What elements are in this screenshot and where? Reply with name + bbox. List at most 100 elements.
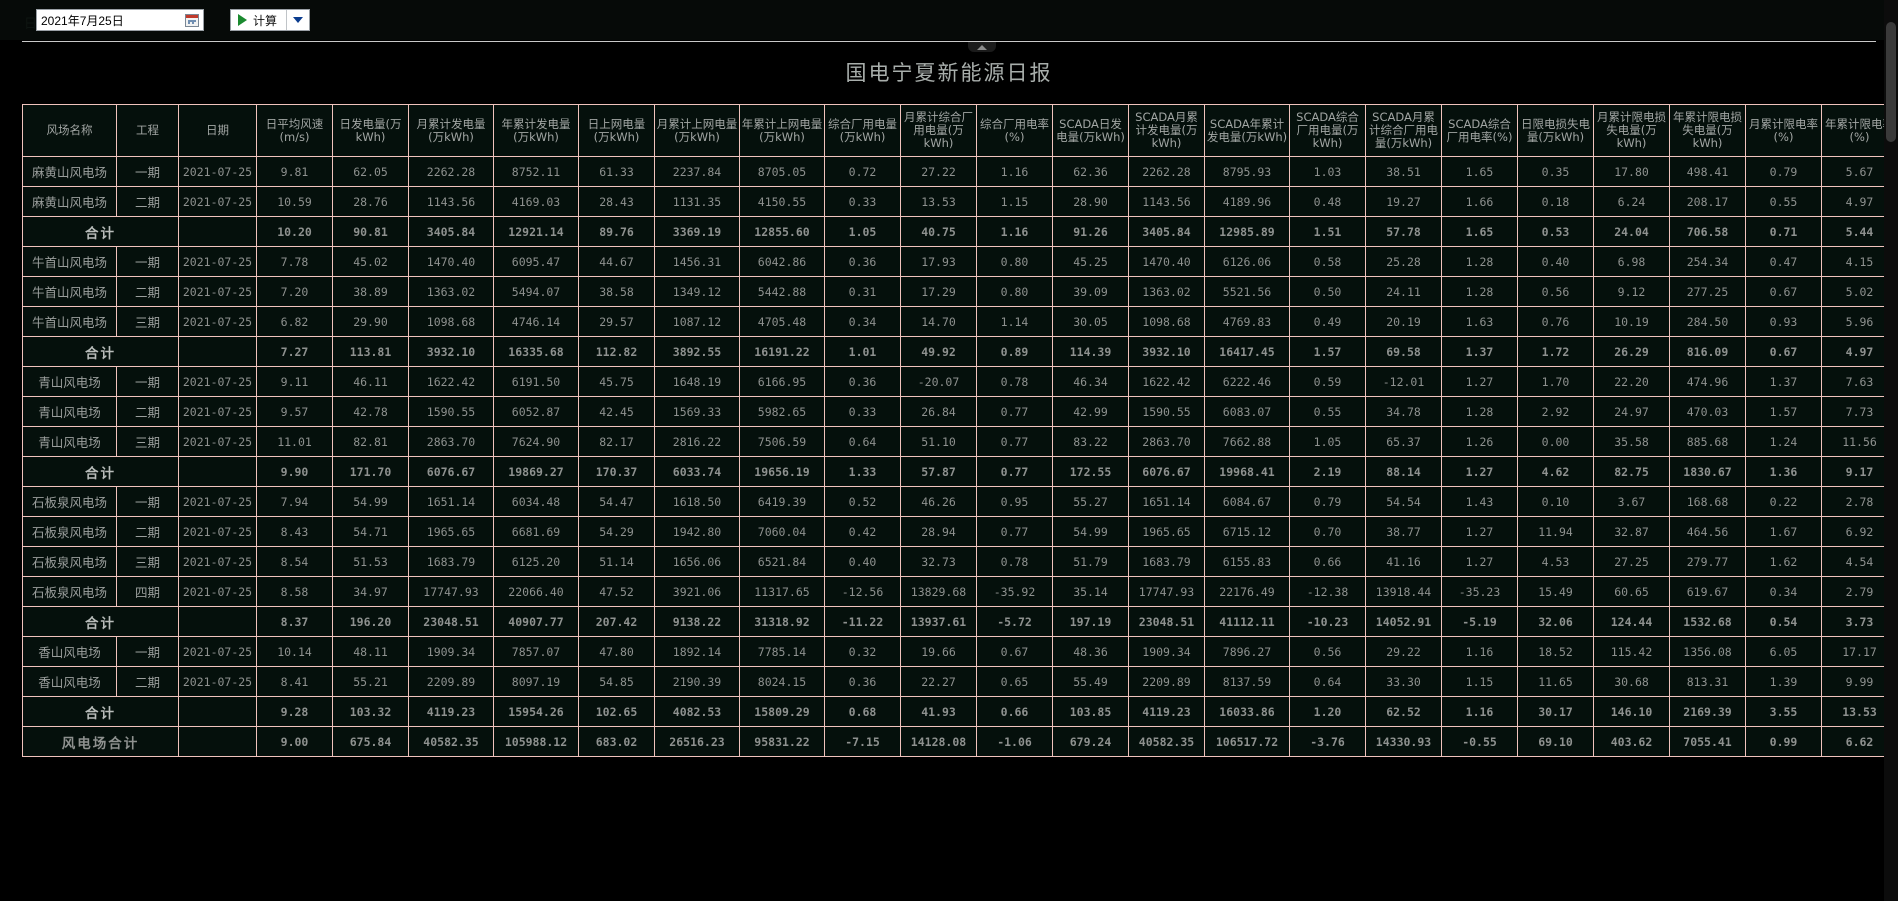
grand-total-label: 风电场合计 bbox=[22, 726, 179, 757]
table-cell: 69.58 bbox=[1365, 336, 1442, 367]
grand-total-row[interactable]: 风电场合计 9.00 675.84 40582.35 105988.12 683.02 26… bbox=[22, 726, 1898, 757]
column-header[interactable]: 月累计上网电量(万kWh) bbox=[654, 104, 740, 157]
total-row[interactable]: 合计 10.20 90.81 3405.84 12921.14 89.76 3369.19 1… bbox=[22, 216, 1898, 247]
table-cell: 26.29 bbox=[1593, 336, 1670, 367]
table-cell: 28.90 bbox=[1052, 186, 1129, 217]
table-row[interactable]: 牛首山风电场 三期 2021-07-25 6.82 29.90 1098.68 4746.1… bbox=[22, 306, 1898, 337]
report-table-body: 麻黄山风电场 一期 2021-07-25 9.81 62.05 2262.28 8752.1… bbox=[22, 156, 1898, 757]
table-cell: 1.05 bbox=[824, 216, 901, 247]
table-cell: 196.20 bbox=[332, 606, 409, 637]
column-header[interactable]: 工程 bbox=[116, 104, 179, 157]
table-cell: 8795.93 bbox=[1204, 156, 1290, 187]
column-header[interactable]: SCADA综合厂用电量(万kWh) bbox=[1289, 104, 1366, 157]
table-row[interactable]: 香山风电场 一期 2021-07-25 10.14 48.11 1909.34 7857.0… bbox=[22, 636, 1898, 667]
total-row[interactable]: 合计 7.27 113.81 3932.10 16335.68 112.82 3892.55… bbox=[22, 336, 1898, 367]
column-header[interactable]: 日期 bbox=[178, 104, 257, 157]
scrollbar-thumb[interactable] bbox=[1886, 22, 1896, 142]
stage-cell: 二期 bbox=[116, 516, 179, 547]
column-header[interactable]: 日发电量(万kWh) bbox=[332, 104, 409, 157]
calendar-icon[interactable] bbox=[185, 13, 199, 27]
table-cell: 10.20 bbox=[256, 216, 333, 247]
calculate-button[interactable]: 计算 bbox=[230, 9, 311, 31]
table-cell: 65.37 bbox=[1365, 426, 1442, 457]
table-row[interactable]: 青山风电场 一期 2021-07-25 9.11 46.11 1622.42 6191.50… bbox=[22, 366, 1898, 397]
table-cell: 0.49 bbox=[1289, 306, 1366, 337]
table-cell: 17.93 bbox=[900, 246, 977, 277]
table-cell: 95831.22 bbox=[739, 726, 825, 757]
column-header[interactable]: 综合厂用电率(%) bbox=[976, 104, 1053, 157]
table-cell: 16191.22 bbox=[739, 336, 825, 367]
table-cell: 6084.67 bbox=[1204, 486, 1290, 517]
windfarm-name-cell: 青山风电场 bbox=[22, 426, 117, 457]
table-cell: 1.62 bbox=[1745, 546, 1822, 577]
column-header[interactable]: 日限电损失电量(万kWh) bbox=[1517, 104, 1594, 157]
column-header[interactable]: SCADA年累计发电量(万kWh) bbox=[1204, 104, 1290, 157]
column-header[interactable]: 年累计上网电量(万kWh) bbox=[739, 104, 825, 157]
column-header[interactable]: 月累计限电率(%) bbox=[1745, 104, 1822, 157]
column-header[interactable]: 日平均风速(m/s) bbox=[256, 104, 333, 157]
header-row: 风场名称 工程 日期 日平均风速(m/s) 日发电量(万kWh) 月累计发电量(万kWh)… bbox=[22, 104, 1898, 157]
vertical-scrollbar[interactable] bbox=[1884, 0, 1898, 901]
table-row[interactable]: 青山风电场 三期 2021-07-25 11.01 82.81 2863.70 7624.9… bbox=[22, 426, 1898, 457]
column-header[interactable]: 综合厂用电量(万kWh) bbox=[824, 104, 901, 157]
total-row[interactable]: 合计 8.37 196.20 23048.51 40907.77 207.42 9138.2… bbox=[22, 606, 1898, 637]
table-cell: 0.32 bbox=[824, 636, 901, 667]
collapse-panel-button[interactable] bbox=[968, 42, 996, 52]
table-cell: 1.27 bbox=[1441, 366, 1518, 397]
table-cell: 1532.68 bbox=[1669, 606, 1746, 637]
column-header[interactable]: SCADA月累计发电量(万kWh) bbox=[1128, 104, 1205, 157]
date-input[interactable]: 2021年7月25日 bbox=[36, 9, 204, 31]
column-header[interactable]: 月累计综合厂用电量(万kWh) bbox=[900, 104, 977, 157]
table-row[interactable]: 青山风电场 二期 2021-07-25 9.57 42.78 1590.55 6052.87… bbox=[22, 396, 1898, 427]
total-row[interactable]: 合计 9.90 171.70 6076.67 19869.27 170.37 6033.74… bbox=[22, 456, 1898, 487]
table-cell: 0.10 bbox=[1517, 486, 1594, 517]
column-header[interactable]: 月累计限电损失电量(万kWh) bbox=[1593, 104, 1670, 157]
table-cell: 42.45 bbox=[578, 396, 655, 427]
table-row[interactable]: 香山风电场 二期 2021-07-25 8.41 55.21 2209.89 8097.19… bbox=[22, 666, 1898, 697]
table-cell: 1.16 bbox=[976, 216, 1053, 247]
total-label: 合计 bbox=[22, 696, 179, 727]
column-header[interactable]: SCADA日发电量(万kWh) bbox=[1052, 104, 1129, 157]
column-header[interactable]: SCADA综合厂用电率(%) bbox=[1441, 104, 1518, 157]
windfarm-name-cell: 石板泉风电场 bbox=[22, 576, 117, 607]
table-row[interactable]: 牛首山风电场 一期 2021-07-25 7.78 45.02 1470.40 6095.4… bbox=[22, 246, 1898, 277]
column-header[interactable]: 月累计发电量(万kWh) bbox=[408, 104, 494, 157]
table-cell: 0.42 bbox=[824, 516, 901, 547]
column-header[interactable]: SCADA月累计综合厂用电量(万kWh) bbox=[1365, 104, 1442, 157]
calculate-button-label: 计算 bbox=[253, 13, 278, 28]
table-cell: 34.97 bbox=[332, 576, 409, 607]
table-cell: -0.55 bbox=[1441, 726, 1518, 757]
calculate-button-main[interactable]: 计算 bbox=[231, 10, 288, 30]
table-cell: 0.67 bbox=[1745, 276, 1822, 307]
table-cell: 1965.65 bbox=[1128, 516, 1205, 547]
table-cell: 2.19 bbox=[1289, 456, 1366, 487]
table-row[interactable]: 麻黄山风电场 二期 2021-07-25 10.59 28.76 1143.56 4169.… bbox=[22, 186, 1898, 217]
table-cell: 1942.80 bbox=[654, 516, 740, 547]
table-cell: 0.67 bbox=[1745, 336, 1822, 367]
table-row[interactable]: 石板泉风电场 一期 2021-07-25 7.94 54.99 1651.14 6034.4… bbox=[22, 486, 1898, 517]
table-cell: 0.71 bbox=[1745, 216, 1822, 247]
table-cell: 0.80 bbox=[976, 246, 1053, 277]
table-row[interactable]: 麻黄山风电场 一期 2021-07-25 9.81 62.05 2262.28 8752.1… bbox=[22, 156, 1898, 187]
table-cell: 15809.29 bbox=[739, 696, 825, 727]
total-row[interactable]: 合计 9.28 103.32 4119.23 15954.26 102.65 4082.53… bbox=[22, 696, 1898, 727]
table-cell: 5521.56 bbox=[1204, 276, 1290, 307]
table-cell: 1131.35 bbox=[654, 186, 740, 217]
table-cell: 1.05 bbox=[1289, 426, 1366, 457]
table-cell: 6076.67 bbox=[1128, 456, 1205, 487]
table-cell: 1.57 bbox=[1745, 396, 1822, 427]
table-cell: 40582.35 bbox=[408, 726, 494, 757]
table-row[interactable]: 石板泉风电场 四期 2021-07-25 8.58 34.97 17747.93 22066… bbox=[22, 576, 1898, 607]
table-cell: 1356.08 bbox=[1669, 636, 1746, 667]
calculate-dropdown-button[interactable] bbox=[287, 10, 309, 30]
table-row[interactable]: 牛首山风电场 二期 2021-07-25 7.20 38.89 1363.02 5494.0… bbox=[22, 276, 1898, 307]
table-row[interactable]: 石板泉风电场 二期 2021-07-25 8.43 54.71 1965.65 6681.6… bbox=[22, 516, 1898, 547]
table-cell: 0.70 bbox=[1289, 516, 1366, 547]
table-cell: 8.41 bbox=[256, 666, 333, 697]
column-header[interactable]: 年累计限电损失电量(万kWh) bbox=[1669, 104, 1746, 157]
stage-cell: 一期 bbox=[116, 486, 179, 517]
table-row[interactable]: 石板泉风电场 三期 2021-07-25 8.54 51.53 1683.79 6125.2… bbox=[22, 546, 1898, 577]
column-header[interactable]: 日上网电量(万kWh) bbox=[578, 104, 655, 157]
column-header[interactable]: 年累计发电量(万kWh) bbox=[493, 104, 579, 157]
column-header[interactable]: 风场名称 bbox=[22, 104, 117, 157]
